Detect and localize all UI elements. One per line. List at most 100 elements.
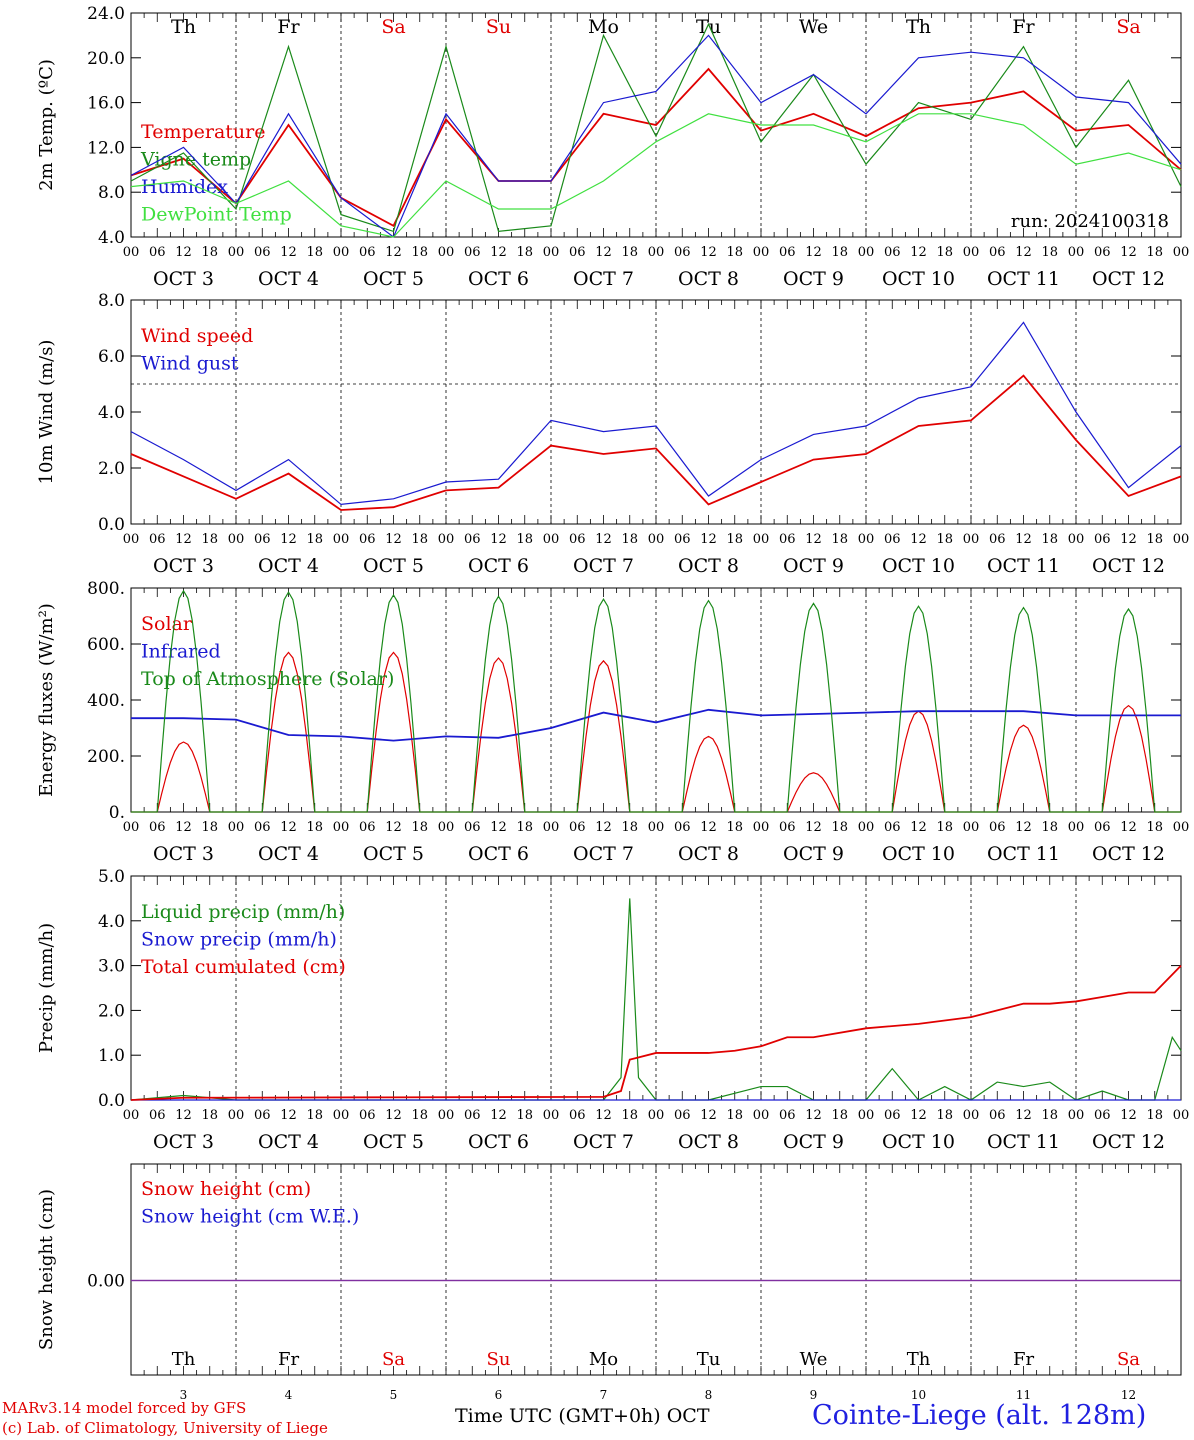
series-line [130, 374, 1182, 511]
date-label: OCT 9 [783, 843, 844, 865]
hour-label: 18 [201, 1108, 218, 1123]
hour-label: 06 [569, 245, 586, 260]
hour-label: 18 [1041, 820, 1058, 835]
y-tick-label: 2.0 [98, 459, 125, 479]
hour-label: 00 [1068, 245, 1085, 260]
hour-label: 18 [831, 532, 848, 547]
hour-label: 06 [359, 532, 376, 547]
hour-label: 18 [936, 820, 953, 835]
hour-label: 00 [963, 245, 980, 260]
hour-label: 12 [175, 820, 192, 835]
date-label: OCT 7 [573, 268, 634, 290]
date-label: OCT 6 [468, 843, 529, 865]
hour-label: 12 [490, 532, 507, 547]
hour-label: 00 [858, 532, 875, 547]
y-tick-label: 5.0 [98, 867, 125, 887]
hour-label: 18 [411, 820, 428, 835]
legend-entry: Temperature [141, 121, 265, 143]
hour-label: 12 [385, 245, 402, 260]
hour-label: 06 [569, 532, 586, 547]
date-number: 4 [285, 1388, 293, 1400]
hour-label: 06 [254, 820, 271, 835]
hour-label: 00 [1068, 1108, 1085, 1123]
hour-label: 12 [385, 1108, 402, 1123]
hour-label: 06 [989, 820, 1006, 835]
series-line [130, 321, 1182, 506]
hour-label: 06 [1094, 245, 1111, 260]
series-line [130, 34, 1182, 238]
hour-label: 00 [753, 532, 770, 547]
hour-label: 12 [1015, 820, 1032, 835]
hour-label: 00 [333, 245, 350, 260]
y-tick-label: 4.0 [98, 403, 125, 423]
date-label: OCT 12 [1092, 268, 1165, 290]
date-label: OCT 4 [258, 555, 319, 577]
date-label: OCT 9 [783, 555, 844, 577]
hour-label: 12 [910, 532, 927, 547]
day-name: Fr [277, 16, 300, 38]
date-label: OCT 10 [882, 1131, 955, 1153]
y-axis-label: Energy fluxes (W/m²) [36, 603, 57, 797]
legend-entry: Top of Atmosphere (Solar) [141, 668, 394, 690]
hour-label: 12 [280, 1108, 297, 1123]
hour-label: 00 [1068, 820, 1085, 835]
hour-label: 06 [884, 245, 901, 260]
hour-label: 00 [228, 532, 245, 547]
time-axis-label: Time UTC (GMT+0h) OCT [455, 1405, 710, 1427]
hour-label: 06 [254, 532, 271, 547]
hour-label: 12 [490, 820, 507, 835]
hour-label: 18 [516, 532, 533, 547]
y-tick-label: 200. [87, 747, 125, 767]
hour-label: 12 [280, 820, 297, 835]
date-label: OCT 7 [573, 1131, 634, 1153]
date-label: OCT 3 [153, 1131, 214, 1153]
hour-label: 00 [543, 532, 560, 547]
hour-label: 18 [411, 245, 428, 260]
hour-label: 18 [831, 820, 848, 835]
footer-credits: MARv3.14 model forced by GFS (c) Lab. of… [2, 1398, 328, 1438]
day-name: Sa [1117, 1349, 1140, 1370]
date-label: OCT 11 [987, 555, 1060, 577]
hour-label: 18 [201, 245, 218, 260]
hour-label: 12 [595, 532, 612, 547]
hour-label: 00 [963, 532, 980, 547]
hour-label: 12 [1015, 245, 1032, 260]
date-label: OCT 11 [987, 1131, 1060, 1153]
y-axis-label: Precip (mm/h) [36, 923, 57, 1053]
legend-entry: Humidex [141, 176, 228, 198]
hour-label: 06 [989, 1108, 1006, 1123]
date-label: OCT 3 [153, 555, 214, 577]
day-name: Th [171, 16, 196, 38]
hour-label: 00 [648, 1108, 665, 1123]
hour-label: 18 [621, 532, 638, 547]
hour-label: 00 [228, 820, 245, 835]
hour-label: 18 [726, 1108, 743, 1123]
hour-label: 00 [438, 532, 455, 547]
series-line [131, 589, 1181, 813]
hour-label: 06 [884, 532, 901, 547]
date-label: OCT 12 [1092, 555, 1165, 577]
hour-label: 12 [805, 820, 822, 835]
hour-label: 00 [1173, 820, 1190, 835]
hour-label: 00 [333, 820, 350, 835]
hour-label: 18 [936, 245, 953, 260]
hour-label: 06 [149, 532, 166, 547]
hour-label: 06 [254, 1108, 271, 1123]
hour-label: 06 [779, 820, 796, 835]
panel-frame [130, 587, 1182, 813]
series-line [130, 22, 1182, 233]
date-label: OCT 10 [882, 268, 955, 290]
hour-label: 12 [910, 245, 927, 260]
day-name: Tu [697, 1349, 721, 1370]
hour-label: 12 [700, 245, 717, 260]
hour-label: 12 [175, 1108, 192, 1123]
date-number: 9 [810, 1388, 818, 1400]
run-annotation: run: 2024100318 [1011, 211, 1169, 232]
series-line [130, 113, 1182, 238]
day-name: Fr [1012, 16, 1035, 38]
hour-label: 18 [726, 820, 743, 835]
date-label: OCT 8 [678, 843, 739, 865]
hour-label: 00 [858, 245, 875, 260]
day-name: Mo [589, 1349, 618, 1370]
day-name: We [799, 16, 828, 38]
